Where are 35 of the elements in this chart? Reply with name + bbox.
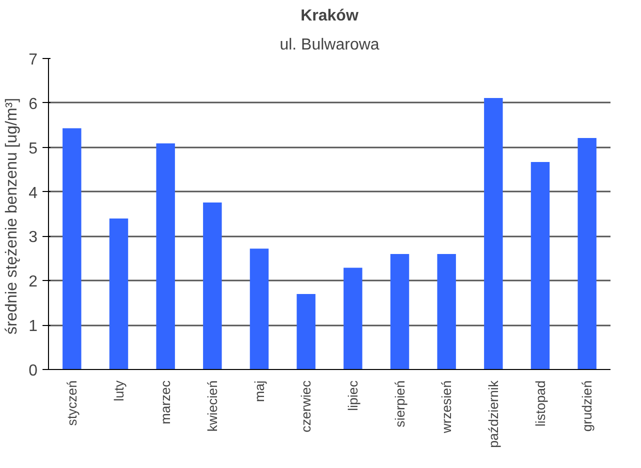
y-tick-label: 1	[28, 318, 38, 336]
bar	[437, 254, 456, 370]
y-tick-label: 2	[28, 274, 38, 291]
bar	[109, 218, 128, 370]
bar	[578, 138, 596, 370]
y-tick-label: 7	[28, 52, 38, 68]
bar	[62, 128, 82, 370]
bar	[484, 98, 503, 370]
bar	[156, 143, 175, 370]
x-tick-label: kwiecień	[204, 380, 220, 432]
x-tick-label: styczeń	[64, 380, 80, 426]
x-tick-label: maj	[252, 380, 267, 402]
x-tick-label: listopad	[532, 380, 548, 426]
y-tick-label: 6	[28, 96, 38, 113]
bar	[390, 254, 410, 370]
bar	[250, 248, 269, 370]
x-tick-label: czerwiec	[298, 380, 314, 432]
y-tick-label: 4	[28, 184, 38, 202]
bar	[344, 268, 362, 370]
y-tick-label: 5	[28, 140, 38, 158]
y-tick-label: 3	[28, 229, 38, 246]
bar	[203, 202, 222, 370]
x-tick-label: wrzesień	[439, 380, 454, 434]
x-tick-label: luty	[111, 380, 126, 402]
chart-subtitle: ul. Bulwarowa	[280, 36, 380, 54]
x-tick-label: sierpień	[392, 380, 408, 428]
x-tick-label: lipiec	[345, 380, 360, 411]
bar	[530, 162, 550, 370]
x-tick-label: grudzień	[580, 380, 595, 432]
x-tick-label: październik	[486, 380, 501, 448]
x-tick-label: marzec	[158, 380, 174, 424]
chart-title: Kraków	[300, 8, 359, 24]
bar	[296, 294, 316, 370]
y-axis-title: średnie stężenie benzenu [ug/m³]	[4, 98, 21, 335]
y-tick-label: 0	[28, 362, 38, 380]
